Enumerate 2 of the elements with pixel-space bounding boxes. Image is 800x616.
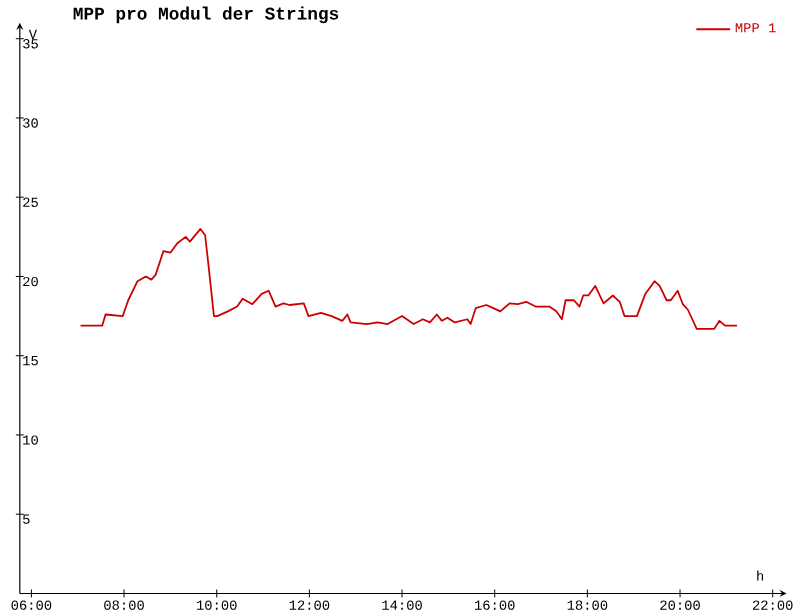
chart-title: MPP pro Modul der Strings <box>73 6 339 24</box>
line-series <box>79 227 738 330</box>
